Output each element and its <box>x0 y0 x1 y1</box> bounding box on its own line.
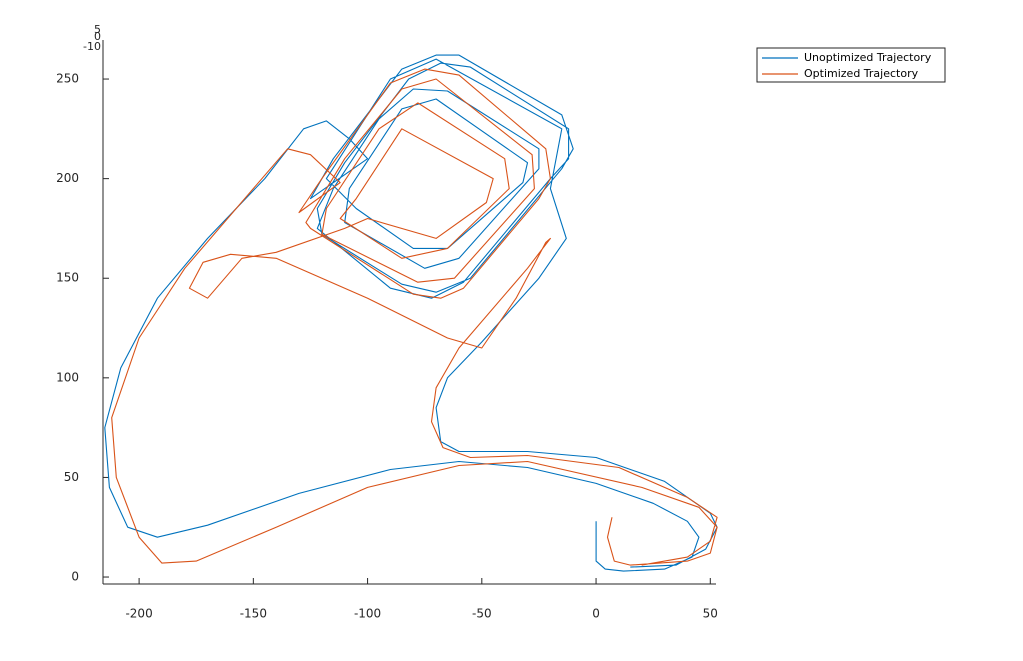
trajectory-line <box>111 68 718 566</box>
x-tick-label: -100 <box>354 607 381 621</box>
y-tick-label: 250 <box>56 72 79 86</box>
legend-label: Optimized Trajectory <box>804 67 919 80</box>
x-tick-label: 50 <box>703 607 718 621</box>
legend: Unoptimized Trajectory Optimized Trajecto… <box>762 51 932 80</box>
y-tick-label: 100 <box>56 370 79 384</box>
z-tick-label: 0 <box>94 30 101 43</box>
x-tick-label: -50 <box>472 607 492 621</box>
y-tick-label: 0 <box>71 570 79 584</box>
legend-label: Unoptimized Trajectory <box>804 51 932 64</box>
x-tick-label: 0 <box>592 607 600 621</box>
y-tick-label: 50 <box>64 470 79 484</box>
z-tick-label: -10 <box>83 40 101 53</box>
z-tick-label: 5 <box>94 23 101 36</box>
y-tick-label: 200 <box>56 171 79 185</box>
x-tick-label: -200 <box>125 607 152 621</box>
x-tick-label: -150 <box>240 607 267 621</box>
y-tick-label: 150 <box>56 271 79 285</box>
trajectory-line <box>104 54 718 572</box>
legend-box <box>756 47 946 83</box>
